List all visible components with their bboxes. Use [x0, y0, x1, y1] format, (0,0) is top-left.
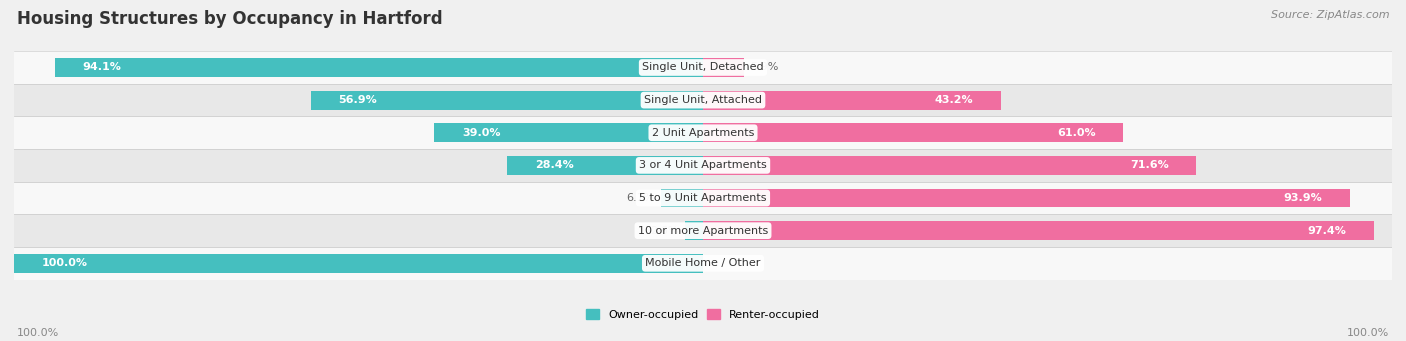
Bar [508, 156, 703, 175]
Text: Mobile Home / Other: Mobile Home / Other [645, 258, 761, 268]
Bar [703, 189, 1350, 207]
Text: Single Unit, Detached: Single Unit, Detached [643, 62, 763, 73]
Text: 3 or 4 Unit Apartments: 3 or 4 Unit Apartments [640, 160, 766, 170]
Text: Housing Structures by Occupancy in Hartford: Housing Structures by Occupancy in Hartf… [17, 10, 443, 28]
Bar [703, 123, 1123, 142]
Text: Single Unit, Attached: Single Unit, Attached [644, 95, 762, 105]
Bar [14, 247, 1392, 280]
Text: Source: ZipAtlas.com: Source: ZipAtlas.com [1271, 10, 1389, 20]
Text: 2.6%: 2.6% [650, 226, 678, 236]
Bar [703, 91, 1001, 109]
Text: 56.9%: 56.9% [339, 95, 377, 105]
Bar [14, 182, 1392, 214]
Bar [14, 214, 1392, 247]
Text: 2 Unit Apartments: 2 Unit Apartments [652, 128, 754, 138]
Bar [55, 58, 703, 77]
Text: 93.9%: 93.9% [1284, 193, 1323, 203]
Bar [14, 116, 1392, 149]
Bar [661, 189, 703, 207]
Text: 100.0%: 100.0% [17, 328, 59, 338]
Bar [14, 254, 703, 273]
Bar [434, 123, 703, 142]
Text: 28.4%: 28.4% [534, 160, 574, 170]
Bar [14, 84, 1392, 116]
Text: 43.2%: 43.2% [935, 95, 973, 105]
Bar [703, 58, 744, 77]
Legend: Owner-occupied, Renter-occupied: Owner-occupied, Renter-occupied [581, 305, 825, 324]
Bar [14, 51, 1392, 84]
Text: 71.6%: 71.6% [1130, 160, 1168, 170]
Bar [311, 91, 703, 109]
Text: 10 or more Apartments: 10 or more Apartments [638, 226, 768, 236]
Text: 5.9%: 5.9% [751, 62, 779, 73]
Text: 100.0%: 100.0% [1347, 328, 1389, 338]
Text: 94.1%: 94.1% [83, 62, 121, 73]
Text: 100.0%: 100.0% [42, 258, 87, 268]
Bar [14, 149, 1392, 182]
Bar [703, 221, 1374, 240]
Text: 39.0%: 39.0% [463, 128, 501, 138]
Bar [685, 221, 703, 240]
Text: 5 to 9 Unit Apartments: 5 to 9 Unit Apartments [640, 193, 766, 203]
Text: 61.0%: 61.0% [1057, 128, 1095, 138]
Bar [703, 156, 1197, 175]
Text: 6.1%: 6.1% [626, 193, 654, 203]
Text: 97.4%: 97.4% [1308, 226, 1347, 236]
